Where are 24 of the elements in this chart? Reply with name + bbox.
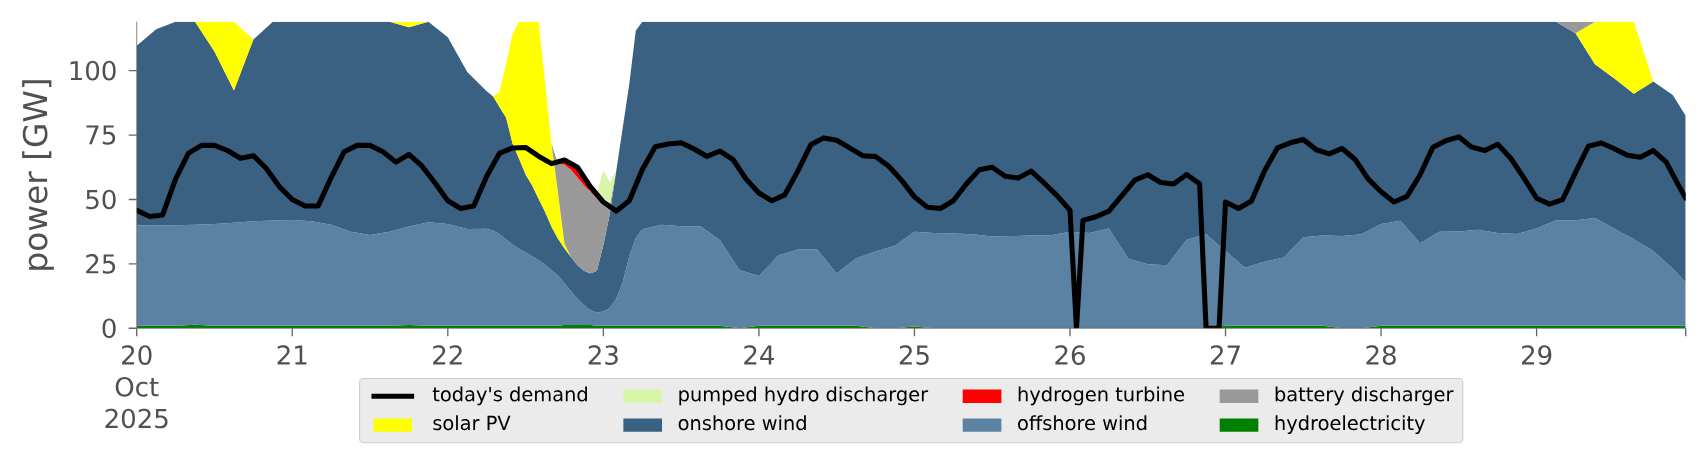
y-axis-title: power [GW]	[22, 80, 54, 270]
x-tick-label: 29	[1521, 345, 1552, 365]
legend-label: battery discharger	[1275, 386, 1454, 406]
y-tick-label: 50	[86, 189, 116, 210]
x-tick-label: 22	[433, 345, 462, 365]
x-tick-label: 27	[1210, 345, 1240, 365]
legend-label: solar PV	[433, 415, 511, 431]
x-tick-label: 28	[1366, 345, 1396, 365]
legend-label: hydrogen turbine	[1018, 386, 1185, 406]
x-tick-label: 20 Oct 2025	[105, 345, 168, 429]
legend-label: onshore wind	[678, 415, 806, 431]
y-tick-label: 0	[102, 318, 116, 339]
y-tick-label: 75	[86, 125, 116, 145]
x-tick-label: 25	[899, 345, 929, 365]
legend-label: pumped hydro discharger	[679, 386, 929, 406]
legend-label: offshore wind	[1018, 415, 1147, 431]
x-tick-label: 26	[1055, 345, 1085, 365]
legend-label: today's demand	[432, 386, 587, 406]
x-tick-label: 24	[744, 345, 774, 365]
legend-label: hydroelectricity	[1275, 415, 1425, 435]
y-tick-label: 25	[86, 254, 116, 274]
x-tick-label: 21	[277, 345, 307, 365]
x-tick-label: 23	[588, 345, 618, 365]
y-tick-label: 100	[70, 60, 116, 81]
